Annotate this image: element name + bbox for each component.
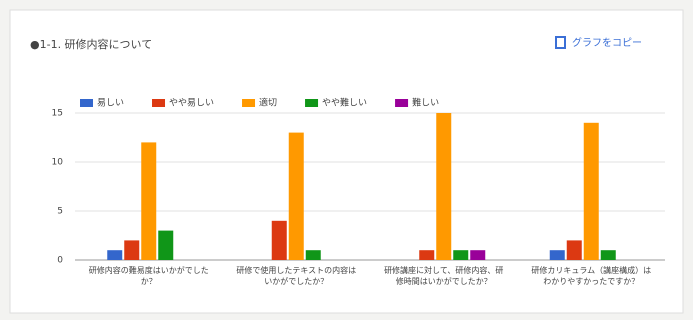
bar: [453, 250, 469, 260]
bar: [566, 240, 582, 260]
legend-label: 適切: [259, 97, 277, 109]
bar: [305, 250, 321, 260]
legend-swatch: [152, 99, 166, 107]
copy-button[interactable]: グラフをコピー: [572, 36, 642, 49]
bar: [124, 240, 140, 260]
bar: [141, 142, 157, 260]
legend-label: 易しい: [97, 98, 124, 109]
y-tick-label: 0: [57, 256, 63, 266]
y-tick-label: 15: [52, 109, 63, 119]
chart-title: ●1-1. 研修内容について: [30, 37, 152, 51]
bar: [271, 220, 287, 260]
bar: [470, 250, 486, 260]
bar: [419, 250, 435, 260]
legend-swatch: [242, 99, 256, 107]
bar: [583, 122, 599, 260]
legend-label: やや易しい: [169, 98, 214, 109]
bar: [436, 113, 452, 260]
y-tick-label: 5: [57, 207, 63, 217]
x-tick-label: 研修で使用したテキストの内容はいかがでしたか？: [236, 266, 357, 286]
bar: [549, 250, 565, 260]
legend-swatch: [305, 99, 319, 107]
x-tick-label: 研修講座に対して、研修内容、研修時間はいかがでしたか？: [384, 266, 504, 286]
bar: [600, 250, 616, 260]
x-tick-label: 研修カリキュラム（講座構成）はわかりやすかったですか？: [531, 266, 652, 286]
copy-icon[interactable]: [555, 36, 566, 49]
x-tick-label: 研修内容の難易度はいかがでしたか？: [88, 266, 209, 286]
legend-swatch: [80, 99, 93, 107]
bar: [158, 230, 174, 260]
legend-label: 難しい: [412, 97, 439, 109]
legend-label: やや難しい: [322, 97, 367, 109]
y-tick-label: 10: [52, 158, 64, 168]
legend-swatch: [395, 99, 409, 107]
bar: [107, 250, 123, 260]
bar: [288, 132, 304, 260]
